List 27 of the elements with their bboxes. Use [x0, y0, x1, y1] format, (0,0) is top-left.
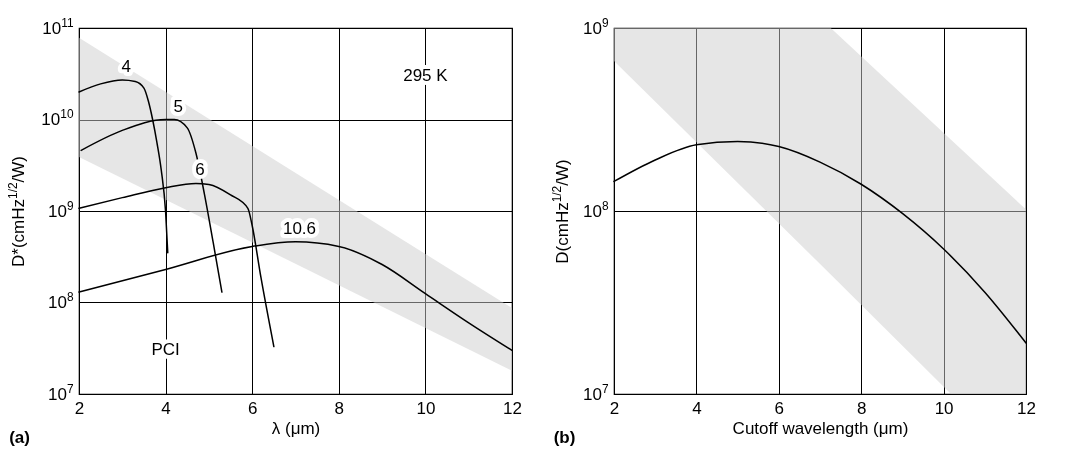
x-tick-label: 6 [774, 398, 785, 418]
x-tick-label: 12 [1017, 398, 1036, 418]
x-axis-title: λ (μm) [271, 418, 321, 438]
x-tick-label: 4 [692, 398, 702, 418]
y-tick-label: 10$^{11}$ [42, 15, 74, 38]
text: (b) [553, 428, 576, 447]
x-tick-label: 12 [503, 398, 522, 418]
x-tick-label: 8 [334, 398, 345, 418]
x-tick-label: 2 [74, 398, 85, 418]
x-tick-label: 10 [934, 398, 954, 418]
y-tick-label: 10$^{9}$ [47, 198, 74, 221]
x-tick-label: 4 [161, 398, 171, 418]
series-label: 10.6 [282, 218, 317, 238]
y-tick-label: 10$^{7}$ [47, 381, 74, 404]
x-tick-label: 6 [247, 398, 258, 418]
y-tick-label: 10$^{9}$ [582, 15, 609, 38]
y-tick-label: 10$^{8}$ [582, 198, 609, 221]
text: (a) [9, 428, 30, 447]
x-axis-title: Cutoff wavelength (μm) [732, 418, 909, 438]
series-label: 5 [173, 96, 183, 116]
x-tick-label: 2 [609, 398, 620, 418]
y-tick-label: 10$^{10}$ [41, 107, 74, 129]
y-tick-label: 10$^{7}$ [582, 381, 609, 404]
x-tick-label: 8 [856, 398, 867, 418]
x-tick-label: 10 [416, 398, 436, 418]
y-tick-label: 10$^{8}$ [47, 290, 74, 312]
series-label: 4 [121, 57, 132, 77]
